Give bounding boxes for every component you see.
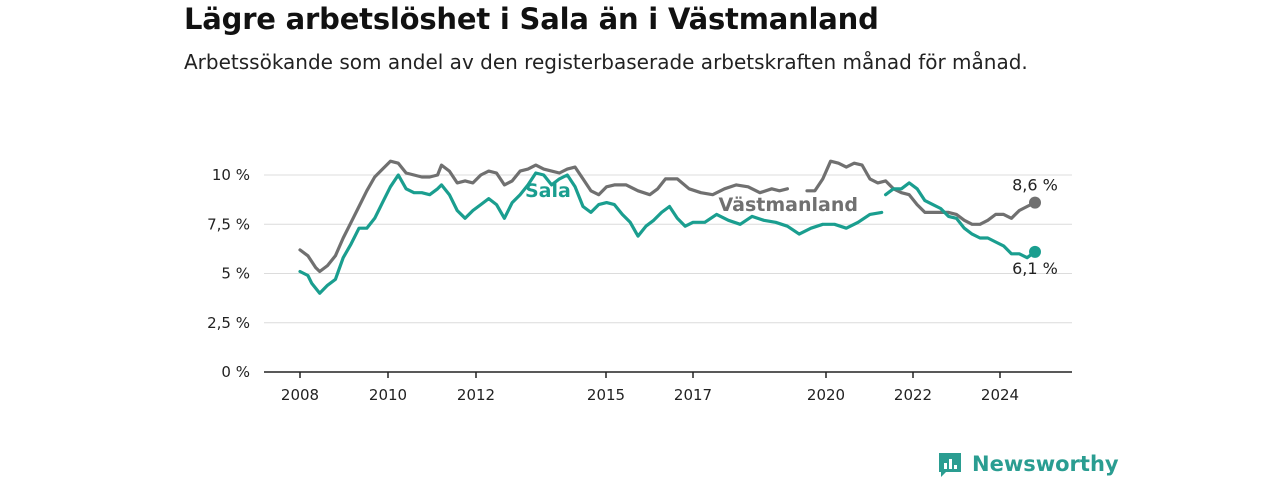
x-tick-label: 2020 bbox=[807, 386, 845, 404]
y-tick-label: 10 % bbox=[212, 166, 250, 184]
y-tick-label: 5 % bbox=[221, 265, 250, 283]
series-annotation-vastmanland: Västmanland bbox=[719, 194, 859, 216]
y-tick-label: 7,5 % bbox=[207, 215, 250, 233]
series-line-sala bbox=[298, 171, 884, 295]
x-tick-label: 2010 bbox=[369, 386, 407, 404]
x-tick-label: 2012 bbox=[457, 386, 495, 404]
x-tick-label: 2017 bbox=[674, 386, 712, 404]
newsworthy-logo: Newsworthy bbox=[936, 448, 1119, 480]
x-tick-label: 2015 bbox=[587, 386, 625, 404]
newsworthy-logo-icon bbox=[939, 453, 961, 477]
end-label-vastmanland: 8,6 % bbox=[1012, 176, 1058, 195]
series-annotation-sala: Sala bbox=[525, 180, 571, 202]
series-line-vastmanland bbox=[298, 159, 789, 274]
x-tick-label: 2024 bbox=[981, 386, 1019, 404]
series-lines bbox=[298, 159, 1041, 295]
y-axis-ticks: 0 % 2,5 % 5 % 7,5 % 10 % bbox=[207, 166, 250, 381]
series-labels: 8,6 % 6,1 % Sala Västmanland bbox=[525, 176, 1058, 278]
y-tick-label: 2,5 % bbox=[207, 314, 250, 332]
end-point-sala bbox=[1029, 245, 1041, 258]
x-tick-label: 2008 bbox=[281, 386, 319, 404]
chart-subtitle: Arbetssökande som andel av den registerb… bbox=[184, 50, 1028, 74]
x-axis-ticks: 2008 2010 2012 2015 2017 2020 2022 2024 bbox=[281, 372, 1019, 404]
end-point-vastmanland bbox=[1029, 196, 1041, 209]
series-line-sala bbox=[884, 181, 1037, 260]
series-line-vastmanland bbox=[805, 159, 1037, 226]
line-chart: 0 % 2,5 % 5 % 7,5 % 10 % 2008 2010 2012 2015 201… bbox=[207, 159, 1072, 404]
x-tick-label: 2022 bbox=[894, 386, 932, 404]
end-label-sala: 6,1 % bbox=[1012, 259, 1058, 278]
chart-title: Lägre arbetslöshet i Sala än i Västmanla… bbox=[184, 2, 879, 36]
brand-name: Newsworthy bbox=[972, 452, 1119, 476]
y-tick-label: 0 % bbox=[221, 363, 250, 381]
